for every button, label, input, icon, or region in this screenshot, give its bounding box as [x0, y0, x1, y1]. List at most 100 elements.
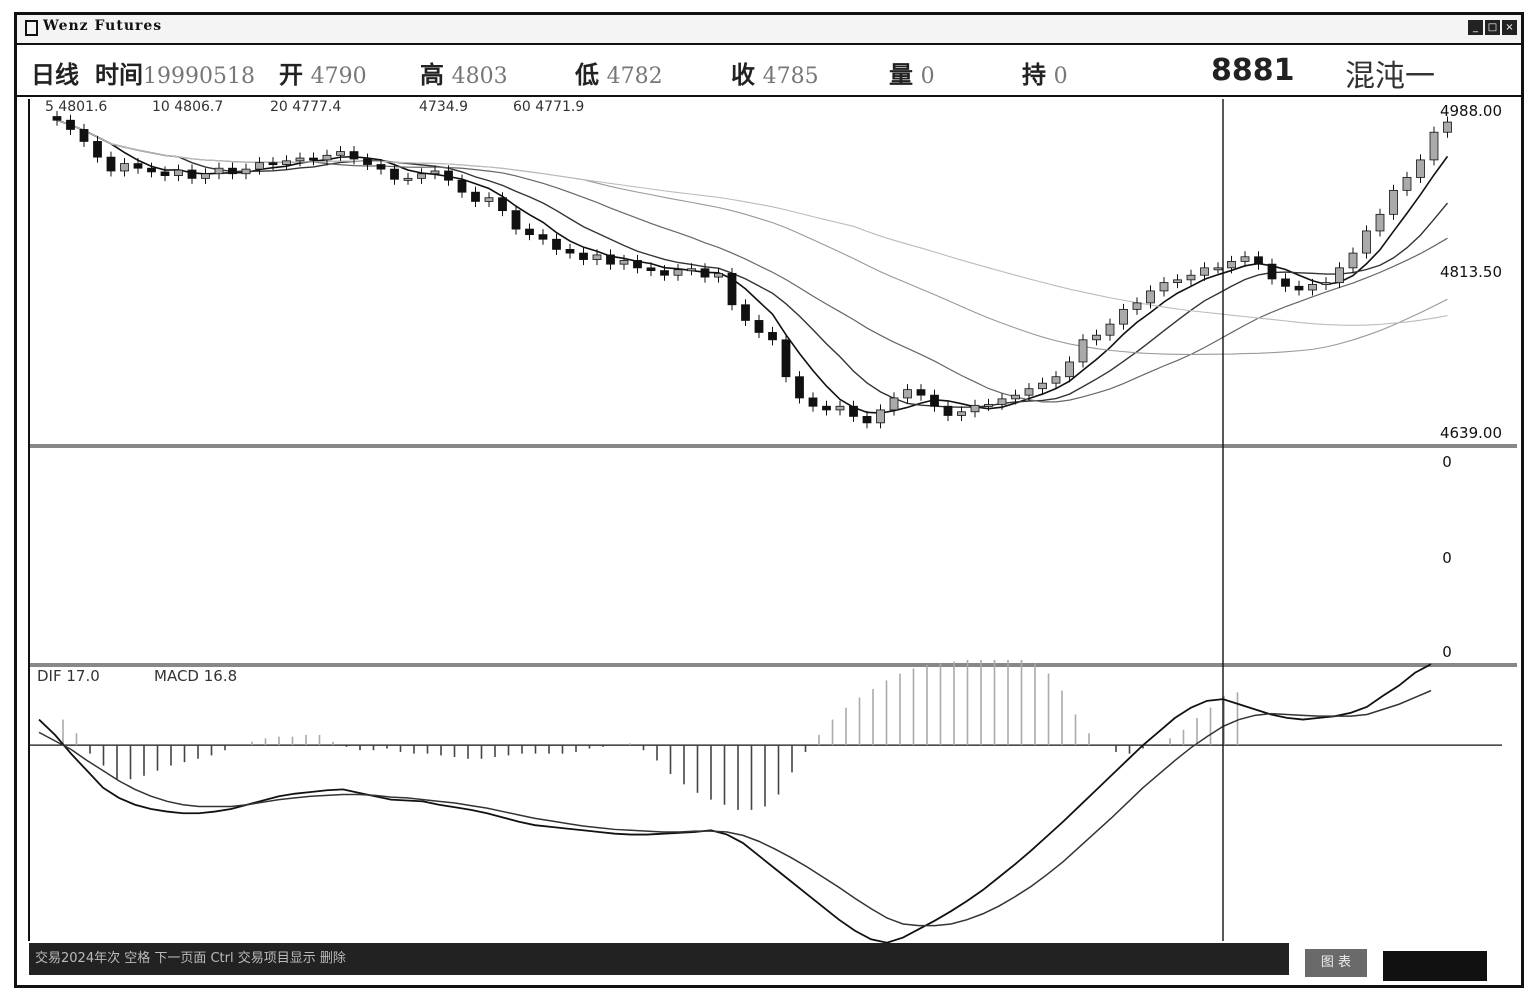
candle-40 — [592, 249, 602, 266]
candle-body — [147, 167, 156, 173]
candle-64 — [916, 384, 926, 401]
candle-body — [214, 167, 224, 175]
close-button[interactable]: × — [1502, 20, 1517, 35]
candle-11 — [201, 168, 210, 184]
app-icon — [25, 20, 38, 36]
candle-51 — [741, 299, 750, 326]
candle-body — [471, 191, 480, 202]
candle-88 — [1240, 251, 1250, 267]
quote-info-bar: 日线 时间19990518 开 4790 高 4803 低 4782 收 478… — [17, 45, 1521, 97]
candle-1 — [66, 114, 75, 135]
candle-body — [552, 238, 561, 250]
candle-body — [1213, 267, 1223, 271]
time-field: 时间19990518 — [95, 60, 255, 89]
candle-body — [1186, 274, 1196, 281]
contract-code: 8881 — [1211, 53, 1295, 88]
candle-68 — [970, 399, 980, 418]
candle-59 — [849, 400, 858, 422]
candle-76 — [1078, 334, 1088, 368]
candle-98 — [1375, 208, 1385, 237]
candle-100 — [1402, 171, 1412, 196]
candle-body — [376, 164, 386, 170]
candle-25 — [390, 163, 399, 185]
candle-60 — [862, 410, 872, 429]
candle-body — [579, 252, 588, 260]
candle-70 — [997, 393, 1007, 410]
candle-body — [862, 415, 872, 424]
candle-body — [1011, 394, 1020, 400]
candle-21 — [336, 146, 345, 161]
candle-53 — [768, 326, 777, 346]
candle-body — [322, 154, 332, 161]
candle-body — [255, 162, 264, 170]
candle-body — [187, 169, 197, 179]
candle-78 — [1105, 318, 1115, 341]
title-bar: Wenz Futures _ □ × — [17, 15, 1521, 45]
ma40-line — [56, 119, 1448, 356]
window-controls: _ □ × — [1468, 20, 1517, 35]
candle-body — [228, 167, 237, 175]
chart-area[interactable]: 4988.00 4813.50 4639.00 5 4801.6 10 4806.7 20… — [17, 15, 1521, 985]
candle-7 — [147, 162, 156, 178]
ma10-line — [56, 119, 1449, 408]
candle-12 — [214, 162, 224, 180]
candle-body — [430, 170, 440, 175]
candle-56 — [808, 392, 818, 412]
candle-body — [1321, 282, 1331, 286]
candle-66 — [943, 400, 953, 422]
candle-5 — [120, 158, 129, 177]
candle-body — [619, 260, 629, 265]
macd-legend-macd: MACD 16.8 — [154, 667, 237, 685]
candle-body — [795, 376, 804, 399]
candle-body — [1389, 189, 1398, 215]
candle-body — [889, 397, 899, 411]
status-chart-button[interactable]: 图 表 — [1305, 949, 1367, 977]
candle-body — [903, 389, 912, 399]
candle-54 — [781, 334, 791, 383]
candle-body — [1281, 278, 1290, 287]
candle-50 — [727, 267, 737, 311]
candle-6 — [133, 158, 143, 174]
candle-79 — [1119, 303, 1128, 330]
candle-55 — [795, 371, 804, 404]
minimize-button[interactable]: _ — [1468, 20, 1483, 35]
candle-31 — [471, 186, 480, 207]
candle-body — [1051, 376, 1061, 384]
candle-body — [457, 179, 467, 193]
candle-27 — [417, 168, 426, 184]
candle-65 — [930, 389, 939, 412]
close-field: 收 4785 — [731, 60, 819, 89]
candle-body — [1159, 282, 1169, 292]
candle-body — [849, 405, 858, 417]
candle-body — [1402, 177, 1412, 191]
status-black-panel — [1383, 951, 1487, 981]
candle-body — [957, 411, 966, 416]
candle-42 — [619, 254, 629, 270]
candle-body — [133, 163, 143, 169]
ma-legend-3: 4734.9 — [419, 99, 468, 115]
candle-63 — [903, 384, 912, 404]
candle-body — [835, 405, 845, 411]
candle-34 — [511, 205, 521, 235]
candle-32 — [484, 192, 494, 207]
candle-body — [403, 177, 413, 181]
hold-value: 0 — [1053, 64, 1068, 89]
candle-102 — [1429, 126, 1439, 166]
candle-41 — [606, 249, 615, 270]
app-window: Wenz Futures _ □ × 日线 时间19990518 开 4790 … — [14, 12, 1524, 988]
candle-39 — [579, 247, 588, 266]
candle-33 — [498, 192, 507, 217]
candle-body — [646, 267, 656, 272]
candle-3 — [93, 135, 102, 163]
candle-82 — [1159, 277, 1169, 297]
price-axis-label-0: 4988.00 — [1440, 102, 1502, 120]
open-value: 4790 — [310, 64, 367, 89]
candle-body — [1375, 213, 1385, 232]
candle-103 — [1443, 116, 1452, 138]
candle-body — [1092, 334, 1101, 341]
candle-body — [1200, 267, 1209, 276]
candle-86 — [1213, 262, 1223, 274]
maximize-button[interactable]: □ — [1485, 20, 1500, 35]
candle-body — [1294, 285, 1304, 291]
candle-45 — [660, 265, 669, 281]
